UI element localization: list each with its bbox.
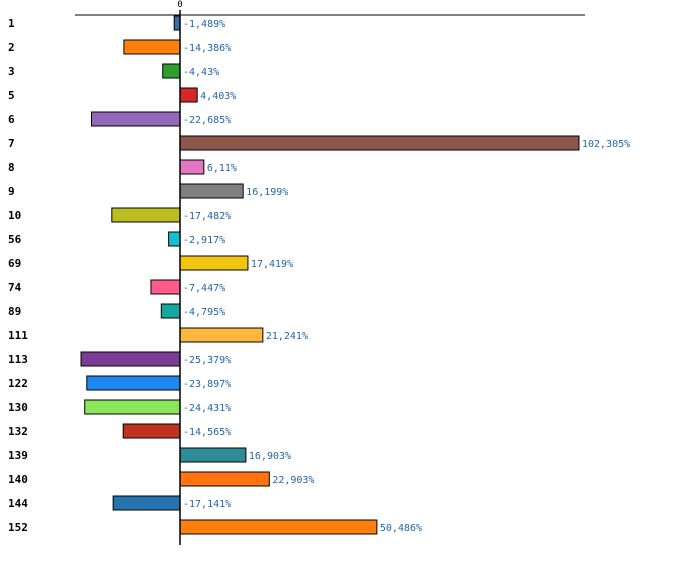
bar <box>160 303 181 319</box>
value-label: -4,43% <box>183 67 219 78</box>
zero-tick-label: 0 <box>177 0 182 10</box>
value-label: -2,917% <box>183 235 225 246</box>
category-label: 1 <box>8 17 15 30</box>
category-label: 8 <box>8 161 15 174</box>
bar <box>179 87 198 103</box>
value-label: -17,482% <box>183 211 231 222</box>
category-label: 9 <box>8 185 15 198</box>
bar <box>179 135 580 151</box>
value-label: 16,903% <box>249 451 291 462</box>
bar <box>179 471 270 487</box>
bar <box>179 183 244 199</box>
value-label: 4,403% <box>200 91 236 102</box>
bars-group: 1 -1,489% 2 -14,386% 3 -4,43% 5 4,403% 6 -22,685%… <box>8 15 630 535</box>
category-label: 10 <box>8 209 21 222</box>
category-label: 122 <box>8 377 28 390</box>
value-label: -24,431% <box>183 403 231 414</box>
bar <box>112 495 181 511</box>
category-label: 5 <box>8 89 15 102</box>
category-label: 7 <box>8 137 15 150</box>
bar <box>162 63 181 79</box>
category-label: 69 <box>8 257 21 270</box>
bar <box>123 39 181 55</box>
value-label: 22,903% <box>272 475 314 486</box>
bar <box>80 351 181 367</box>
category-label: 2 <box>8 41 15 54</box>
category-label: 3 <box>8 65 15 78</box>
bar <box>179 519 378 535</box>
bar <box>111 207 181 223</box>
category-label: 144 <box>8 497 28 510</box>
value-label: 50,486% <box>380 523 422 534</box>
value-label: -14,565% <box>183 427 231 438</box>
value-label: -4,795% <box>183 307 225 318</box>
category-label: 89 <box>8 305 21 318</box>
category-label: 56 <box>8 233 22 246</box>
bar <box>179 159 205 175</box>
value-label: -1,489% <box>183 19 225 30</box>
category-label: 152 <box>8 521 28 534</box>
bar <box>179 255 249 271</box>
category-label: 140 <box>8 473 28 486</box>
value-label: -22,685% <box>183 115 231 126</box>
category-label: 6 <box>8 113 15 126</box>
bar <box>173 15 181 31</box>
value-label: -14,386% <box>183 43 231 54</box>
category-label: 130 <box>8 401 28 414</box>
category-label: 74 <box>8 281 22 294</box>
bar <box>168 231 181 247</box>
category-label: 132 <box>8 425 28 438</box>
bar <box>122 423 181 439</box>
category-label: 139 <box>8 449 28 462</box>
value-label: -23,897% <box>183 379 231 390</box>
value-label: -7,447% <box>183 283 225 294</box>
value-label: 17,419% <box>251 259 293 270</box>
category-label: 111 <box>8 329 28 342</box>
value-label: 6,11% <box>207 163 237 174</box>
value-label: -25,379% <box>183 355 231 366</box>
bar <box>150 279 181 295</box>
category-label: 113 <box>8 353 28 366</box>
bar <box>91 111 181 127</box>
bar <box>179 327 264 343</box>
value-label: -17,141% <box>183 499 231 510</box>
bar <box>84 399 181 415</box>
bar <box>86 375 181 391</box>
value-label: 102,305% <box>582 139 630 150</box>
bar <box>179 447 247 463</box>
value-label: 16,199% <box>246 187 288 198</box>
value-label: 21,241% <box>266 331 308 342</box>
